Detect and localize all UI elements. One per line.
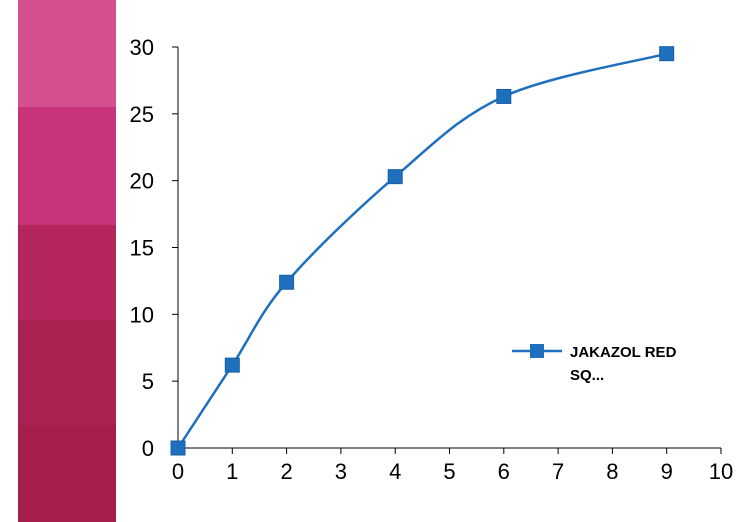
- data-point-marker: [279, 274, 295, 290]
- y-tick-label: 10: [130, 302, 154, 327]
- y-axis-ticks: 0 5 10 15 20 25 30: [130, 35, 178, 461]
- x-tick-label: 2: [280, 459, 292, 484]
- data-point-marker: [170, 440, 186, 456]
- y-tick-label: 0: [142, 436, 154, 461]
- swatch-2: [18, 107, 116, 225]
- x-tick-label: 1: [226, 459, 238, 484]
- y-tick-label: 15: [130, 236, 154, 261]
- y-tick-label: 30: [130, 35, 154, 60]
- swatch-4: [18, 320, 116, 425]
- x-tick-label: 6: [498, 459, 510, 484]
- x-tick-label: 10: [709, 459, 733, 484]
- x-tick-label: 5: [443, 459, 455, 484]
- legend-label-line-2: SQ...: [570, 367, 604, 384]
- series-layer: [170, 46, 675, 456]
- data-point-marker: [387, 169, 403, 185]
- x-tick-label: 8: [606, 459, 618, 484]
- x-tick-label: 7: [552, 459, 564, 484]
- x-tick-label: 0: [172, 459, 184, 484]
- swatch-1: [18, 0, 116, 107]
- color-swatch-strip: [18, 0, 116, 522]
- x-axis-ticks: 0 1 2 3 4 5 6 7 8 9 10: [172, 448, 733, 484]
- swatch-3: [18, 225, 116, 320]
- data-point-marker: [496, 88, 512, 104]
- x-tick-label: 9: [661, 459, 673, 484]
- legend: JAKAZOL RED SQ...: [512, 344, 677, 384]
- legend-marker-swatch: [530, 344, 544, 358]
- swatch-5: [18, 425, 116, 522]
- data-point-marker: [659, 46, 675, 62]
- series-line: [176, 52, 668, 449]
- y-tick-label: 25: [130, 102, 154, 127]
- x-tick-label: 4: [389, 459, 401, 484]
- legend-label-line-1: JAKAZOL RED: [570, 344, 677, 361]
- y-tick-label: 20: [130, 169, 154, 194]
- chart-axes: [177, 47, 721, 449]
- data-point-marker: [224, 357, 240, 373]
- x-tick-label: 3: [335, 459, 347, 484]
- y-tick-label: 5: [142, 369, 154, 394]
